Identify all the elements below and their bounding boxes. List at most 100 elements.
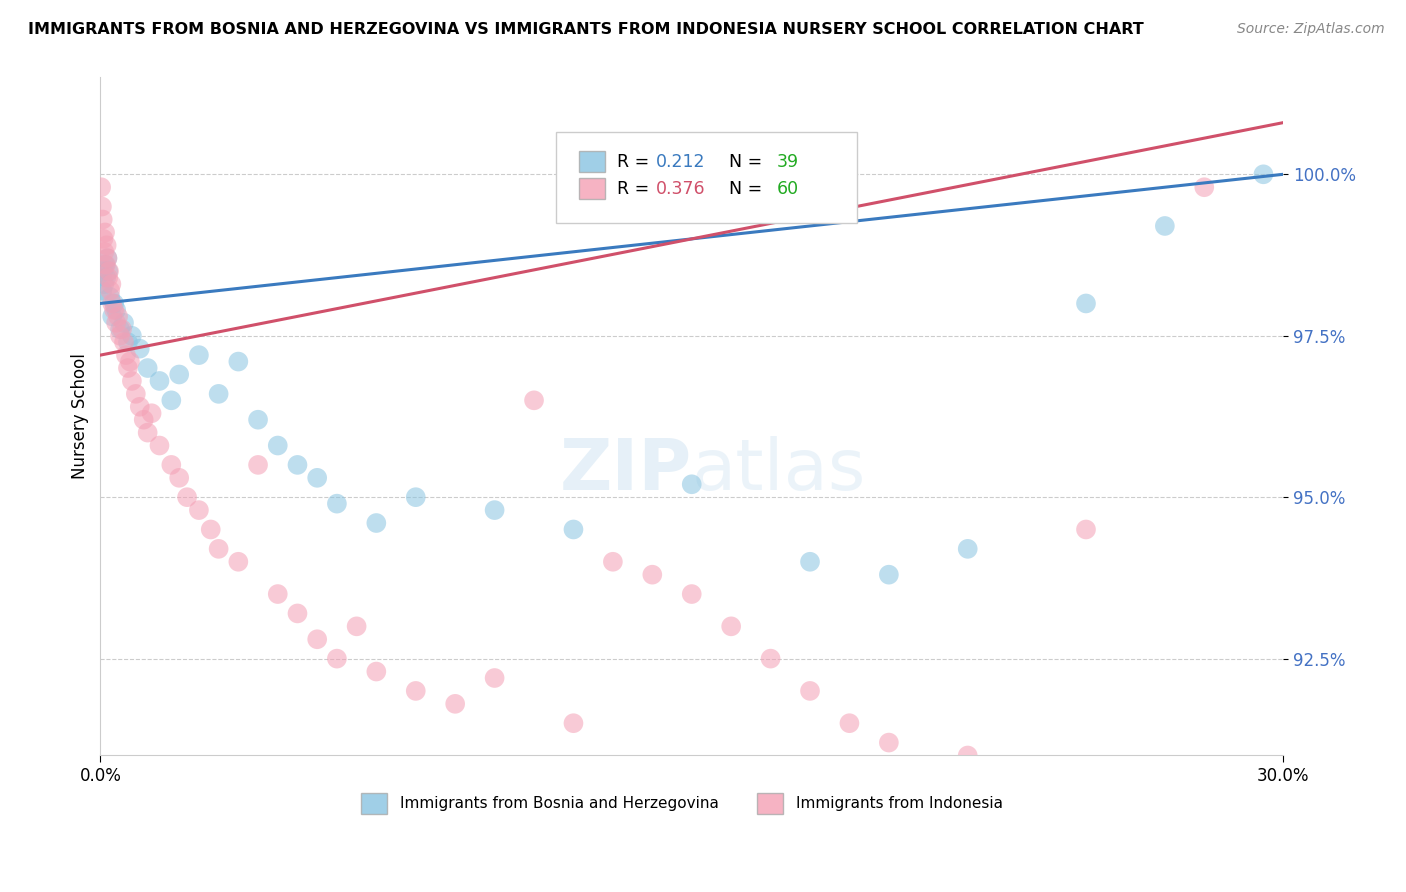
Point [90,180,112,194]
Text: 39: 39 [778,153,799,170]
Text: R =: R = [617,153,655,170]
Text: Immigrants from Indonesia: Immigrants from Indonesia [796,797,1002,811]
Point [307,632,329,647]
Point [105,316,128,330]
Point [326,497,349,511]
Point [125,387,148,401]
Text: Source: ZipAtlas.com: Source: ZipAtlas.com [1237,22,1385,37]
Point [1253,167,1275,181]
Point [136,425,159,440]
Point [96,238,118,252]
Point [132,413,155,427]
Point [207,387,229,401]
Y-axis label: Nursery School: Nursery School [72,353,89,479]
FancyBboxPatch shape [360,794,387,814]
Point [96,252,118,266]
Point [90,200,112,214]
Point [93,232,115,246]
Point [101,296,124,310]
Point [121,328,143,343]
Text: N =: N = [717,153,768,170]
Point [602,555,624,569]
Point [267,438,290,452]
Point [267,587,290,601]
Point [93,277,115,291]
Point [228,555,250,569]
Point [91,284,114,298]
Point [562,716,585,731]
Point [96,252,118,266]
Point [681,587,703,601]
Point [956,541,979,556]
Point [105,302,128,317]
Point [91,212,114,227]
Point [98,290,121,304]
Point [115,348,138,362]
Point [141,406,163,420]
Point [346,619,368,633]
Point [562,523,585,537]
Point [128,400,150,414]
FancyBboxPatch shape [756,794,783,814]
Point [187,348,209,362]
Point [444,697,467,711]
FancyBboxPatch shape [579,151,606,172]
Point [128,342,150,356]
Point [1194,180,1216,194]
Point [176,490,198,504]
Point [160,393,183,408]
Point [307,471,329,485]
Point [720,619,742,633]
Text: R =: R = [617,179,655,198]
Point [136,361,159,376]
Text: 0.212: 0.212 [657,153,706,170]
Point [94,258,117,272]
Text: ZIP: ZIP [560,436,692,505]
Point [121,374,143,388]
Point [108,322,131,336]
Point [160,458,183,472]
Point [877,735,900,749]
Point [101,310,124,324]
Point [117,335,139,350]
Point [118,354,141,368]
Point [484,671,506,685]
Point [97,270,120,285]
Text: N =: N = [717,179,768,198]
Point [287,607,309,621]
FancyBboxPatch shape [579,178,606,200]
Text: Immigrants from Bosnia and Herzegovina: Immigrants from Bosnia and Herzegovina [399,797,718,811]
Point [200,523,222,537]
Point [148,374,170,388]
Point [112,335,135,350]
Point [100,277,122,291]
Point [108,328,131,343]
Point [103,302,125,317]
Point [207,541,229,556]
Point [366,665,388,679]
Point [956,748,979,763]
Point [167,471,190,485]
Point [98,264,121,278]
Point [838,716,860,731]
Point [93,264,115,278]
Text: 0.376: 0.376 [657,179,706,198]
Point [287,458,309,472]
Point [1074,523,1097,537]
Point [228,354,250,368]
Point [366,516,388,530]
Point [98,284,121,298]
Point [405,490,427,504]
Point [1153,219,1175,233]
Point [111,322,134,336]
Point [681,477,703,491]
FancyBboxPatch shape [555,132,858,223]
Point [247,458,270,472]
Point [103,296,125,310]
Point [799,555,821,569]
Text: 60: 60 [778,179,799,198]
Point [93,244,115,259]
Point [247,413,270,427]
Point [405,684,427,698]
Point [94,258,117,272]
